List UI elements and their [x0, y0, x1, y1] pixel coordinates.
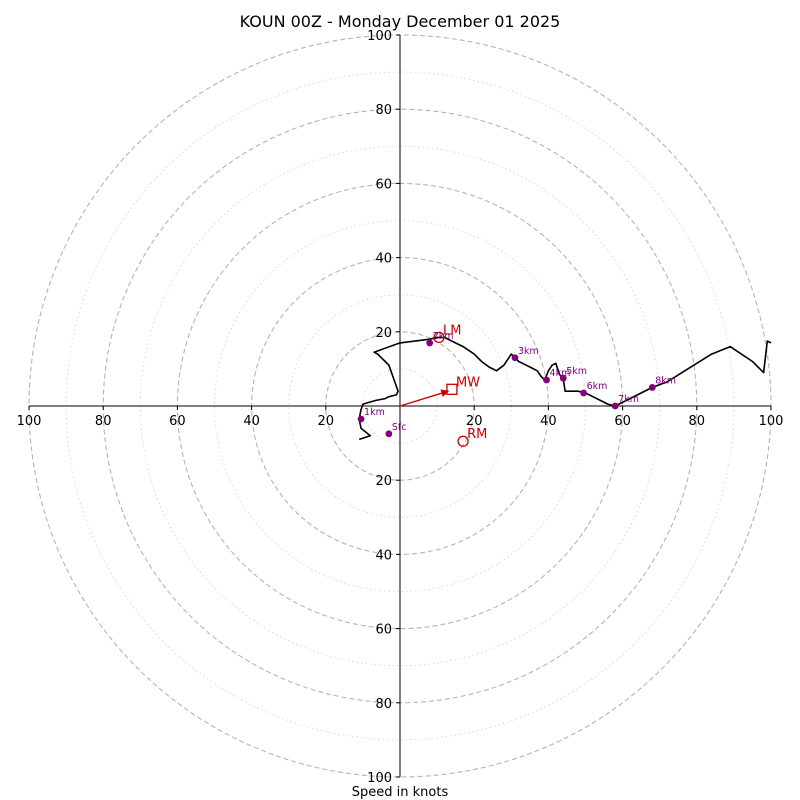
storm-motion-marker-mw [446, 383, 458, 395]
u-tick-label: 40 [243, 414, 260, 429]
storm-motion-group: LM MW RM [399, 323, 487, 447]
u-tick-label: 20 [466, 414, 483, 429]
height-marker-3km [511, 354, 519, 362]
hodograph-trace [358, 336, 772, 441]
height-label-3km: 3km [518, 346, 539, 357]
height-label-2km: 2km [433, 331, 454, 342]
u-tick-label: 80 [95, 414, 112, 429]
height-marker-6km [580, 389, 588, 397]
v-tick-label: 40 [375, 548, 392, 563]
height-marker-7km [611, 402, 619, 410]
chart-title: KOUN 00Z - Monday December 01 2025 [240, 12, 561, 31]
hodograph-trace-group [358, 336, 772, 441]
height-label-sfc: Sfc [392, 422, 407, 433]
v-tick-label: 20 [375, 326, 392, 341]
height-marker-8km [648, 384, 656, 391]
v-tick-label: 100 [367, 771, 392, 786]
tick-labels: 20 20 20 20 40 40 40 40 60 60 60 60 80 80 80 80 100 100 10… [17, 29, 784, 786]
height-label-7km: 7km [618, 394, 639, 405]
storm-motion-label-lm: LM [443, 323, 461, 338]
storm-motion-marker-rm [457, 435, 469, 447]
height-marker-5km [559, 374, 567, 382]
height-label-4km: 4km [550, 368, 571, 379]
v-tick-label: 100 [367, 29, 392, 44]
v-tick-label: 20 [375, 474, 392, 489]
height-label-5km: 5km [566, 366, 587, 377]
height-marker-sfc [385, 430, 393, 438]
height-label-1km: 1km [364, 407, 385, 418]
height-marker-1km [357, 415, 365, 423]
v-tick-label: 60 [375, 623, 392, 638]
u-tick-label: 100 [17, 414, 42, 429]
storm-motion-label-mw: MW [456, 375, 480, 390]
u-tick-label: 20 [318, 414, 335, 429]
mean-wind-vector [399, 389, 450, 407]
v-tick-label: 80 [375, 697, 392, 712]
x-axis-label: Speed in knots [352, 785, 449, 800]
v-tick-label: 40 [375, 252, 392, 267]
v-tick-label: 80 [375, 103, 392, 118]
storm-motion-label-rm: RM [467, 427, 487, 442]
u-tick-label: 80 [689, 414, 706, 429]
v-tick-label: 60 [375, 177, 392, 192]
u-tick-label: 100 [759, 414, 784, 429]
height-marker-4km [543, 376, 550, 384]
height-label-8km: 8km [655, 375, 676, 386]
height-marker-2km [426, 339, 434, 347]
u-tick-label: 60 [614, 414, 631, 429]
storm-motion-marker-lm [433, 331, 445, 344]
u-tick-label: 60 [169, 414, 186, 429]
height-label-6km: 6km [587, 381, 608, 392]
u-tick-label: 40 [540, 414, 557, 429]
